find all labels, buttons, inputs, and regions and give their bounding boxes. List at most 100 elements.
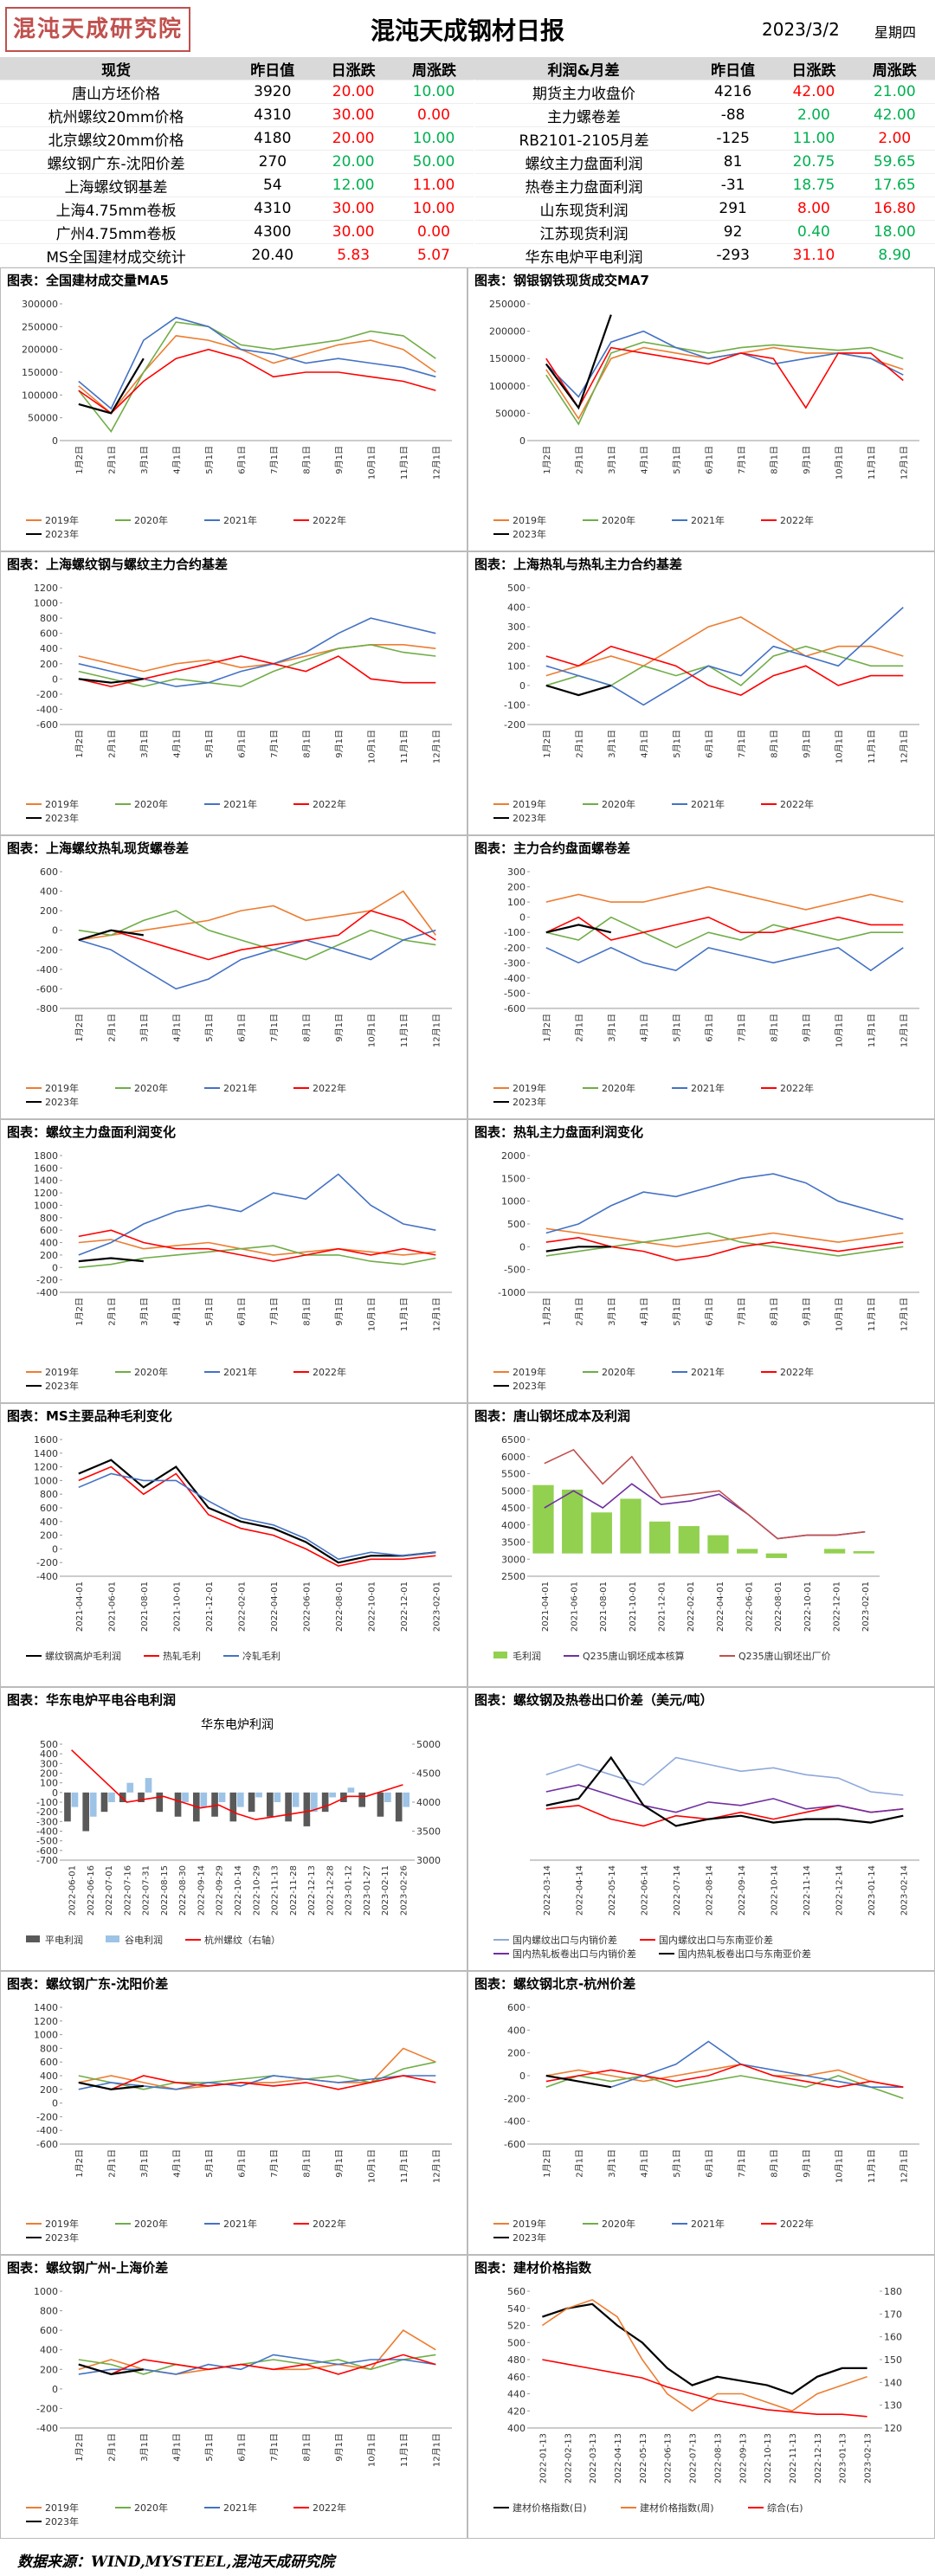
y-tick-label: 100 [40,1778,58,1789]
x-tick-label: 9月1日 [802,730,812,758]
series-line [78,1173,436,1256]
x-tick-label: 11月1日 [867,446,877,480]
x-tick-label: 2022-10-01 [803,1581,813,1632]
x-tick-label: 2023-01-27 [363,1865,372,1916]
table-cell: 30.00 [313,220,394,244]
legend-label: 2020年 [602,798,635,810]
x-tick-label: 9月1日 [334,446,345,474]
table-cell: 10.00 [393,80,475,104]
table-cell: 2.00 [773,103,854,127]
series-line [545,684,612,697]
legend-label: 国内热轧板卷出口与东南亚价差 [678,1948,811,1960]
table-cell: 0.40 [773,220,854,244]
x-tick-label: 2022-04-01 [270,1581,280,1632]
y-tick-label: 4000 [501,1520,526,1531]
bar [403,1792,410,1807]
y-tick-label: 600 [40,1503,58,1514]
table-cell: 期货主力收盘价 [474,80,693,104]
x-tick-label: 7月1日 [737,446,747,474]
chart-title: 图表：华东电炉平电谷电利润 [7,1692,176,1708]
x-tick-label: 7月1日 [269,2149,280,2178]
y-tick-label: -400 [36,1826,58,1838]
y-tick-label: 1200 [34,2016,58,2027]
x-tick-label: 12月1日 [431,2149,442,2183]
chart-panel: 图表：华东电炉平电谷电利润华东电炉利润-700-600-500-400-300-… [0,1687,468,1971]
legend-label: 建材价格指数(周) [640,2502,714,2514]
table-cell: 4180 [232,126,313,151]
y-tick-label: 400 [40,1238,58,1249]
x-tick-label: 10月1日 [834,1014,844,1047]
table-cell: 螺纹钢广东-沈阳价差 [0,150,233,174]
x-tick-label: 9月1日 [334,1014,345,1042]
x-tick-label: 7月1日 [269,2433,280,2462]
table-cell: 广州4.75mm卷板 [0,220,233,244]
table-cell: 上海4.75mm卷板 [0,196,233,221]
y2-tick-label: 180 [884,2286,902,2297]
chart-panel: 图表：建材价格指数 400 420 440 460 480 500 520 540 560 120 1… [468,2255,935,2539]
bar [71,1792,79,1807]
y-tick-label: 1600 [34,1162,58,1174]
legend-label: 2021年 [691,798,725,810]
x-tick-label: 2023-01-13 [839,2433,848,2483]
bar [174,1792,182,1817]
bar [329,1792,336,1798]
bar [89,1792,97,1817]
chart-panel: 图表：主力合约盘面螺卷差 -600 -500 -400 -300 -200 -100 0 100… [468,835,935,1119]
series-line [78,2363,144,2376]
table-cell: 5.07 [393,243,475,267]
series-line [545,341,904,426]
y-tick-label: 150000 [22,367,58,378]
table-cell: 20.40 [232,243,313,267]
y-tick-label: 1000 [501,1196,526,1208]
legend-label: 2022年 [780,798,814,810]
column-header: 昨日值 [232,57,313,80]
x-tick-label: 12月1日 [899,1298,909,1331]
legend-label: 2021年 [223,1082,257,1094]
x-tick-label: 7月1日 [737,730,747,758]
y-tick-label: 200 [40,1530,58,1542]
table-cell: 11.00 [393,173,475,197]
table-cell: 21.00 [854,80,935,104]
series-line [541,2299,867,2412]
x-tick-label: 2月1日 [106,446,117,474]
x-tick-label: 2月1日 [106,1298,117,1326]
table-row: 上海螺纹钢基差 54 12.00 11.00 热卷主力盘面利润 -31 18.75 17.65 [0,173,935,197]
series-line [545,645,904,686]
table-cell: 20.00 [313,150,394,174]
x-tick-label: 5月1日 [204,730,215,758]
table-cell: 4310 [232,196,313,221]
panel-border [0,1119,468,1403]
y-tick-label: 150000 [489,353,526,364]
chart-panel: 图表：螺纹主力盘面利润变化-400-2000200400600800100012… [0,1119,468,1403]
x-tick-label: 6月1日 [704,1298,714,1326]
y-tick-label: -200 [36,2403,58,2414]
x-tick-label: 8月1日 [769,1014,779,1042]
x-tick-label: 3月1日 [139,1014,150,1042]
legend-label: 2021年 [691,2218,725,2230]
x-tick-label: 1月2日 [74,1014,85,1042]
legend-label: 2022年 [780,2218,814,2230]
y-tick-label: -700 [36,1855,58,1866]
y-tick-label: 1000 [34,1200,58,1211]
table-cell: RB2101-2105月差 [474,126,693,151]
y-tick-label: -600 [36,719,58,731]
x-tick-label: 3月1日 [139,1298,150,1326]
chart-title: 图表：主力合约盘面螺卷差 [474,840,630,856]
y-tick-label: 1000 [34,1475,58,1486]
series-line [545,924,612,934]
x-tick-label: 12月1日 [899,2149,909,2183]
y-tick-label: -600 [504,2139,526,2150]
y-tick-label: 0 [519,680,526,692]
y-tick-label: -400 [36,964,58,976]
y-tick-label: 200000 [22,345,58,356]
y-tick-label: 250000 [22,321,58,332]
x-tick-label: 3月1日 [607,1298,617,1326]
y-tick-label: 6000 [501,1452,526,1463]
table-cell: 270 [232,150,313,174]
x-tick-label: 2022-12-28 [326,1865,335,1916]
chart-panel: 图表：螺纹钢广州-上海价差 -400 -200 0 200 400 600 800 1000 1月… [0,2255,468,2539]
y-tick-label: 1000 [34,598,58,609]
legend-label: 2021年 [223,2218,257,2230]
y-tick-label: 1800 [34,1150,58,1162]
chart-title: 图表：螺纹钢及热卷出口价差（美元/吨） [474,1692,713,1708]
